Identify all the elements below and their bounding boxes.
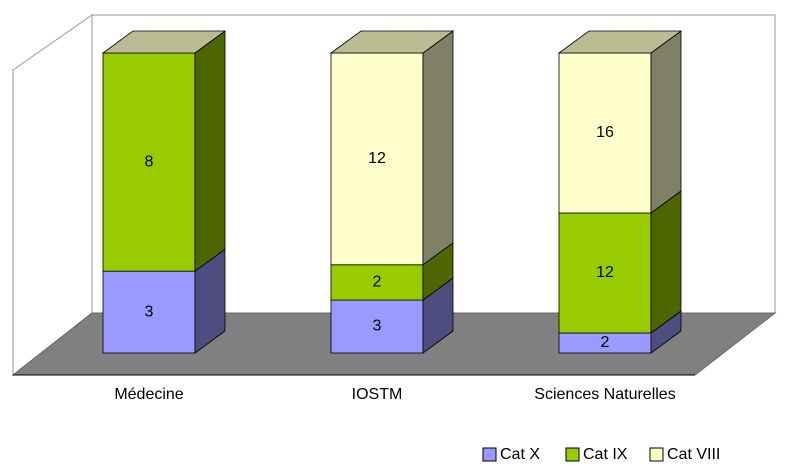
data-label: 8 <box>145 153 154 170</box>
data-label: 2 <box>601 334 610 351</box>
bar-top <box>329 30 455 54</box>
data-label: 2 <box>373 274 382 291</box>
bar-side <box>650 190 682 334</box>
data-label: 3 <box>373 318 382 335</box>
legend-swatch <box>649 447 664 462</box>
bar-front <box>330 264 424 301</box>
x-tick-label: Médecine <box>114 386 183 403</box>
data-label: 3 <box>145 303 154 320</box>
side-wall <box>12 14 93 377</box>
bar-front <box>330 52 424 266</box>
legend-label: Cat VIII <box>667 446 720 463</box>
data-label: 16 <box>596 124 614 141</box>
bar-front <box>102 52 196 272</box>
legend-label: Cat X <box>500 446 540 463</box>
x-tick-label: Sciences Naturelles <box>534 386 675 403</box>
legend-swatch <box>482 447 497 462</box>
bar-side <box>422 30 454 266</box>
legend-label: Cat IX <box>583 446 628 463</box>
bar-front <box>330 299 424 354</box>
data-label: 12 <box>596 264 614 281</box>
bar-side <box>650 30 682 214</box>
data-label: 12 <box>368 150 386 167</box>
bar-front <box>558 52 652 214</box>
bar-side <box>194 30 226 272</box>
bar-front <box>558 212 652 334</box>
bar-top <box>101 30 227 54</box>
x-tick-label: IOSTM <box>352 386 403 403</box>
legend-swatch <box>565 447 580 462</box>
bar-top <box>557 30 683 54</box>
